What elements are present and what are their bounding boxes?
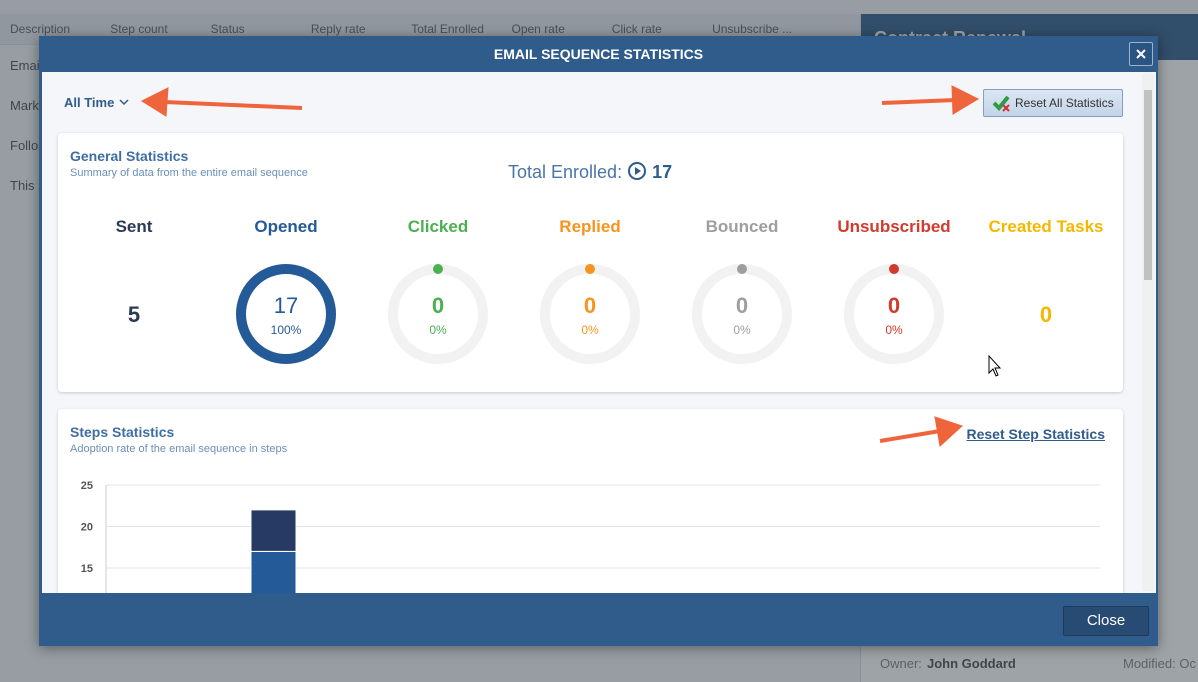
modal-title: EMAIL SEQUENCE STATISTICS — [493, 46, 704, 62]
ring-dot — [433, 264, 443, 274]
owner: John Goddard — [927, 656, 1016, 671]
period: All Time — [64, 95, 115, 110]
steps-chart: 25 20 15 — [81, 480, 1100, 593]
bg-column: Total Enrolled — [411, 22, 484, 36]
stat-label: Opened — [254, 217, 317, 236]
stat-label: Bounced — [706, 217, 779, 236]
reset-step-link[interactable]: Reset Step Statistics — [966, 426, 1106, 442]
x-icon — [1136, 49, 1146, 59]
ring-dot — [585, 264, 595, 274]
owner-label: Owner: — [880, 656, 922, 671]
general-card: General Statistics Summary of data from … — [58, 133, 1123, 392]
scrollbar — [1142, 74, 1154, 591]
stats: Sent 5 Opened 17 100% Clicked 0 0% Replied 0 0% Bou… — [116, 217, 1104, 364]
bg-row: This — [10, 178, 35, 193]
arrows — [140, 85, 980, 447]
chevron — [119, 99, 129, 106]
ring-dot — [889, 264, 899, 274]
bg-column: Description — [10, 22, 71, 36]
cursor — [988, 354, 1002, 377]
stat-label: Unsubscribed — [837, 217, 950, 236]
stat-label: Clicked — [408, 217, 468, 236]
bg-column: Step count — [110, 22, 168, 36]
stat-value: 5 — [128, 302, 140, 327]
stat-percent: 0% — [733, 323, 751, 337]
general-title: General Statistics — [70, 148, 189, 164]
bg-row: Mark — [10, 98, 39, 113]
bg-row: Emai — [10, 58, 40, 73]
stat-label: Sent — [116, 217, 153, 236]
period-select[interactable]: All Time — [64, 95, 130, 110]
y-tick-label: 25 — [81, 480, 93, 492]
stat-label: Created Tasks — [989, 217, 1104, 236]
stat-value: 0 — [1040, 302, 1052, 327]
stat-value: 0 — [888, 293, 900, 318]
stat-label: Replied — [559, 217, 620, 236]
bg-column: Open rate — [511, 22, 565, 36]
total-value: 17 — [652, 162, 673, 182]
total-label: Total Enrolled: — [508, 162, 623, 182]
reset-all-label: Reset All Statistics — [1015, 96, 1114, 110]
stat-percent: 0% — [885, 323, 903, 337]
close-button[interactable]: Close — [1063, 606, 1149, 636]
ring-dot — [737, 264, 747, 274]
bg-column: Unsubscribe ... — [712, 22, 793, 36]
bg-row: Follo — [10, 138, 39, 153]
stat-value: 0 — [584, 293, 596, 318]
stat-value: 0 — [736, 293, 748, 318]
play-icon — [628, 162, 647, 180]
scroll-thumb — [1144, 90, 1152, 280]
bg-column: Click rate — [611, 22, 662, 36]
stat-percent: 0% — [429, 323, 447, 337]
steps-subtitle: Adoption rate of the email sequence in s… — [70, 443, 288, 455]
modified: Modified: Oc — [1123, 656, 1196, 671]
bg-column: Reply rate — [310, 22, 366, 36]
total-enrolled: Total Enrolled: 17 — [508, 161, 672, 183]
y-tick-label: 20 — [81, 522, 93, 534]
close-x[interactable] — [1129, 42, 1153, 66]
y-tick-label: 15 — [81, 563, 93, 575]
bar-segment — [250, 509, 297, 552]
stat-percent: 0% — [581, 323, 599, 337]
reset-all-button[interactable]: Reset All Statistics — [983, 89, 1123, 117]
stat-value: 17 — [274, 293, 298, 318]
bg-column: Status — [210, 22, 245, 36]
ring-progress — [236, 264, 336, 364]
stat-percent: 100% — [271, 323, 302, 337]
reset-icon — [992, 95, 1010, 112]
general-subtitle: Summary of data from the entire email se… — [70, 167, 308, 179]
stat-value: 0 — [432, 293, 444, 318]
steps-title: Steps Statistics — [70, 424, 175, 440]
